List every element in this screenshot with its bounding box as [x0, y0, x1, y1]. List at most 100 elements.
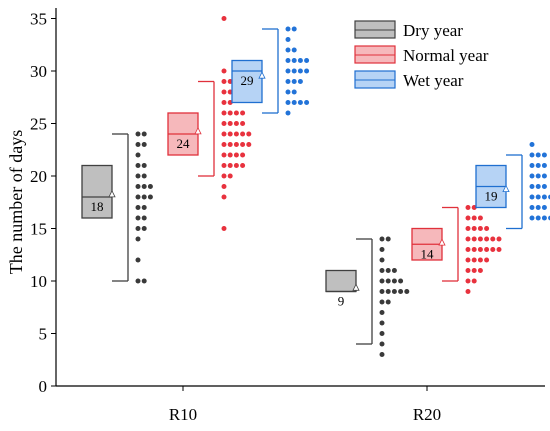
data-point — [385, 299, 391, 305]
data-point — [227, 110, 233, 116]
data-point — [529, 215, 535, 221]
y-tick-label: 35 — [30, 10, 47, 29]
data-point — [227, 121, 233, 126]
data-point — [221, 152, 227, 158]
data-point — [304, 58, 310, 63]
data-point — [141, 173, 147, 179]
legend-label-normal-year: Normal year — [403, 46, 489, 65]
data-point — [291, 89, 297, 95]
data-point — [221, 121, 227, 126]
data-point — [221, 131, 227, 137]
data-point — [541, 163, 547, 168]
median-value-label: 29 — [241, 73, 254, 88]
box-group-dry-year-r10: 18 — [81, 131, 153, 284]
data-point — [285, 110, 291, 116]
data-point — [379, 236, 385, 242]
data-point — [135, 152, 141, 158]
mean-marker — [502, 184, 510, 193]
data-point — [135, 163, 141, 168]
data-point — [484, 226, 490, 231]
mean-marker — [352, 283, 360, 291]
data-point — [529, 194, 535, 200]
data-point — [240, 163, 246, 168]
data-point — [233, 121, 239, 126]
data-point — [379, 247, 385, 252]
mean-marker — [108, 189, 116, 198]
legend-label-wet-year: Wet year — [403, 71, 464, 90]
data-point — [465, 268, 471, 273]
data-point — [227, 131, 233, 137]
data-point — [221, 194, 227, 200]
data-point — [385, 236, 391, 242]
data-point — [285, 37, 291, 42]
data-point — [233, 163, 239, 168]
data-point — [221, 110, 227, 116]
data-point — [141, 205, 147, 210]
data-point — [398, 289, 404, 294]
median-value-label: 24 — [177, 136, 191, 151]
data-point — [227, 142, 233, 147]
data-point — [477, 226, 483, 231]
data-point — [285, 79, 291, 84]
data-point — [541, 173, 547, 179]
data-point — [285, 68, 291, 74]
data-point — [465, 247, 471, 252]
median-value-label: 14 — [421, 246, 435, 261]
data-point — [541, 205, 547, 210]
data-point — [227, 163, 233, 168]
y-axis-title: The number of days — [6, 130, 26, 274]
data-point — [529, 152, 535, 158]
data-point — [477, 257, 483, 263]
data-point — [135, 184, 141, 189]
data-point — [285, 26, 291, 32]
data-point — [541, 152, 547, 158]
data-point — [379, 320, 385, 326]
data-point — [541, 194, 547, 200]
box-group-wet-year-r10: 29 — [231, 26, 310, 116]
data-point — [535, 205, 541, 210]
data-point — [465, 257, 471, 263]
data-point — [391, 268, 397, 273]
data-point — [490, 247, 496, 252]
y-tick-label: 0 — [39, 377, 48, 396]
legend-label-dry-year: Dry year — [403, 21, 463, 40]
y-tick-label: 5 — [39, 325, 48, 344]
data-point — [391, 278, 397, 284]
box-group-wet-year-r20: 19 — [475, 142, 550, 230]
data-point — [227, 173, 233, 179]
y-tick-label: 10 — [30, 272, 47, 291]
data-point — [379, 257, 385, 263]
y-tick-label: 15 — [30, 220, 47, 239]
data-point — [535, 163, 541, 168]
data-point — [135, 131, 141, 137]
data-point — [471, 236, 477, 242]
box-group-normal-year-r10: 24 — [167, 16, 252, 231]
data-point — [471, 226, 477, 231]
data-point — [227, 152, 233, 158]
data-point — [477, 215, 483, 221]
data-point — [221, 184, 227, 189]
data-point — [379, 268, 385, 273]
data-point — [529, 205, 535, 210]
median-value-label: 9 — [338, 294, 345, 309]
data-point — [496, 236, 502, 242]
data-point — [233, 110, 239, 116]
data-point — [285, 89, 291, 95]
data-point — [465, 226, 471, 231]
data-point — [379, 278, 385, 284]
data-point — [246, 131, 252, 137]
data-point — [141, 226, 147, 231]
data-point — [291, 47, 297, 53]
data-point — [484, 236, 490, 242]
data-point — [379, 310, 385, 315]
data-point — [291, 79, 297, 84]
data-point — [291, 100, 297, 105]
data-point — [535, 184, 541, 189]
data-point — [471, 268, 477, 273]
data-point — [535, 173, 541, 179]
data-point — [221, 16, 227, 21]
data-point — [529, 142, 535, 147]
data-point — [477, 247, 483, 252]
data-point — [221, 89, 227, 95]
mean-marker — [194, 126, 202, 135]
